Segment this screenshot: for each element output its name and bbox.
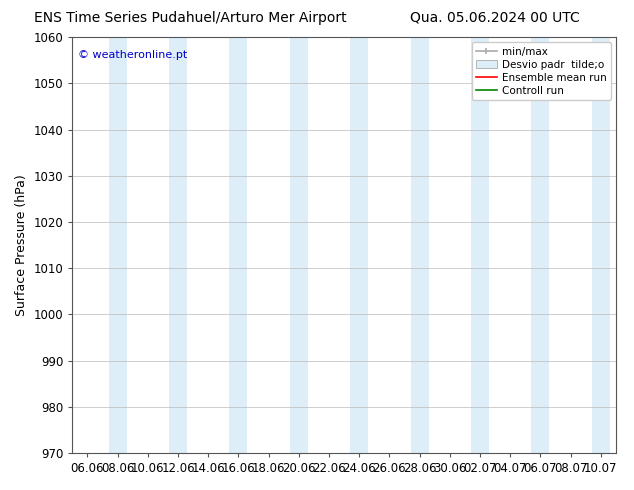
- Bar: [290, 37, 308, 453]
- Text: © weatheronline.pt: © weatheronline.pt: [78, 49, 187, 60]
- Bar: [592, 37, 610, 453]
- Bar: [471, 37, 489, 453]
- Bar: [350, 37, 368, 453]
- Text: ENS Time Series Pudahuel/Arturo Mer Airport: ENS Time Series Pudahuel/Arturo Mer Airp…: [34, 11, 347, 25]
- Bar: [230, 37, 247, 453]
- Bar: [411, 37, 429, 453]
- Bar: [531, 37, 550, 453]
- Y-axis label: Surface Pressure (hPa): Surface Pressure (hPa): [15, 174, 28, 316]
- Bar: [108, 37, 127, 453]
- Legend: min/max, Desvio padr  tilde;o, Ensemble mean run, Controll run: min/max, Desvio padr tilde;o, Ensemble m…: [472, 42, 611, 100]
- Text: Qua. 05.06.2024 00 UTC: Qua. 05.06.2024 00 UTC: [410, 11, 579, 25]
- Bar: [169, 37, 187, 453]
